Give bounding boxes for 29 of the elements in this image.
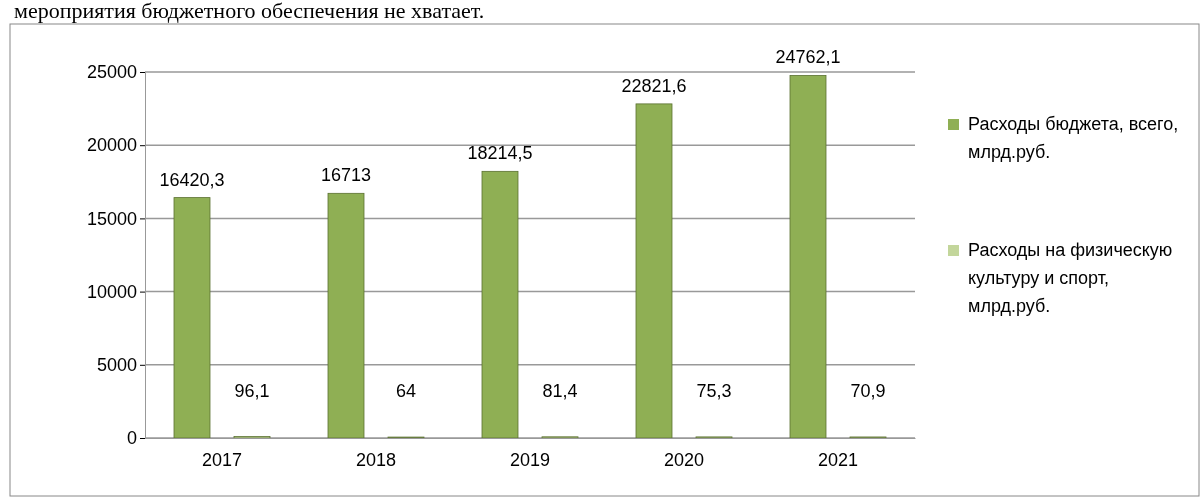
x-tick-label: 2017 xyxy=(201,450,243,471)
legend-label: Расходы бюджета, всего, млрд.руб. xyxy=(968,114,1179,162)
data-label: 81,4 xyxy=(542,380,578,401)
bar xyxy=(789,75,827,439)
data-label: 16713 xyxy=(320,165,372,186)
legend-label: Расходы на физическую культуру и спорт, млрд.руб. xyxy=(968,240,1173,316)
data-label: 70,9 xyxy=(850,380,886,401)
text: мероприятия бюджетного обеспечения не хватает. xyxy=(14,0,485,23)
bar xyxy=(481,170,519,439)
data-label: 96,1 xyxy=(234,380,270,401)
data-label: 24762,1 xyxy=(775,47,841,68)
y-tick-label: 0 xyxy=(126,428,137,449)
data-label: 22821,6 xyxy=(621,75,687,96)
data-label: 16420,3 xyxy=(159,169,225,190)
y-tick-label: 20000 xyxy=(86,135,137,156)
data-label: 64 xyxy=(395,381,417,402)
x-tick-label: 2021 xyxy=(817,450,859,471)
bar xyxy=(327,192,365,439)
data-label: 18214,5 xyxy=(467,143,533,164)
y-tick-label: 25000 xyxy=(86,62,137,83)
bar xyxy=(173,197,211,439)
x-tick-label: 2020 xyxy=(663,450,705,471)
y-tick-label: 15000 xyxy=(86,208,137,229)
bar xyxy=(635,103,673,439)
y-tick-label: 5000 xyxy=(96,355,137,376)
y-tick-label: 10000 xyxy=(86,281,137,302)
x-tick-label: 2018 xyxy=(355,450,397,471)
x-tick-label: 2019 xyxy=(509,450,551,471)
data-label: 75,3 xyxy=(696,380,732,401)
